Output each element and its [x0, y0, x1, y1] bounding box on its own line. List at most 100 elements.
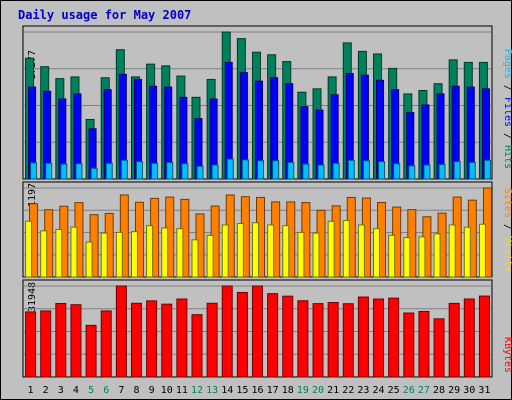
legend-sites: Sites	[502, 188, 512, 218]
pages-bar	[120, 159, 128, 180]
legend-files: Files	[502, 97, 512, 127]
x-tick-label: 14	[221, 385, 233, 396]
pages-bar	[181, 163, 189, 180]
kbytes-bar	[448, 302, 460, 378]
sites-bar	[130, 231, 138, 278]
chart-title: Daily usage for May 2007	[18, 8, 191, 22]
pages-bar	[468, 161, 476, 180]
x-tick-label: 18	[282, 385, 294, 396]
sites-bar	[146, 225, 154, 278]
sites-bar	[418, 236, 426, 278]
sites-bar	[161, 227, 169, 278]
kbytes-bar	[85, 324, 97, 378]
sites-bar	[100, 232, 108, 278]
sites-bar	[433, 233, 441, 278]
kbytes-bar	[130, 302, 142, 378]
sites-bar	[70, 226, 78, 278]
x-tick-label: 12	[191, 385, 203, 396]
sites-bar	[267, 224, 275, 278]
pages-bar	[483, 159, 491, 180]
visits-ymax-label: 1197	[27, 183, 38, 207]
kbytes-bar	[40, 310, 52, 378]
hits-files-pages-panel: 17277 Pages / Files / Hits	[22, 25, 512, 180]
hits-files-pages-bars	[22, 25, 493, 180]
x-tick-label: 27	[418, 385, 430, 396]
sites-bar	[236, 222, 244, 278]
kbytes-bar	[282, 295, 294, 378]
pages-bar	[408, 165, 416, 180]
sites-bar	[403, 237, 411, 278]
legend-hits: Hits	[502, 145, 512, 169]
kbytes-bar	[146, 300, 158, 378]
x-tick-label: 26	[403, 385, 415, 396]
x-tick-label: 31	[478, 385, 490, 396]
pages-bar	[196, 165, 204, 180]
pages-bar	[241, 159, 249, 180]
pages-bar	[317, 164, 325, 180]
x-tick-label: 15	[236, 385, 248, 396]
sites-bar	[297, 231, 305, 278]
pages-bar	[272, 160, 280, 180]
x-tick-label: 13	[206, 385, 218, 396]
x-tick-label: 21	[327, 385, 339, 396]
x-tick-label: 30	[463, 385, 475, 396]
pages-bar	[423, 164, 431, 180]
pages-bar	[453, 161, 461, 180]
kbytes-bars	[22, 279, 493, 378]
sites-bar	[327, 220, 335, 278]
pages-bar	[438, 164, 446, 180]
legend-separator: /	[502, 79, 512, 97]
legend-visits: Visits	[502, 236, 512, 272]
x-tick-label: 11	[176, 385, 188, 396]
x-tick-label: 4	[73, 385, 79, 396]
x-tick-label: 7	[118, 385, 124, 396]
legend-kbytes: KBytes	[502, 337, 512, 373]
pages-bar	[166, 161, 174, 180]
sites-bar	[176, 228, 184, 278]
kbytes-bar	[161, 303, 173, 378]
kbytes-bar	[342, 303, 354, 378]
sites-bar	[463, 226, 471, 278]
legend-separator: /	[502, 218, 512, 236]
kbytes-bar	[357, 296, 369, 378]
pages-bar	[287, 161, 295, 180]
legend-pages: Pages	[502, 49, 512, 79]
kbytes-bar	[267, 293, 279, 378]
sites-bar	[252, 222, 259, 278]
pages-bar	[211, 164, 219, 180]
sites-bar	[448, 224, 456, 278]
sites-bar	[342, 219, 350, 278]
kbytes-bar	[70, 304, 82, 378]
pages-bar	[30, 162, 38, 180]
kbytes-ymax-label: 831948	[27, 282, 38, 318]
pages-bar	[347, 159, 355, 180]
sites-bar	[388, 234, 396, 278]
pages-bar	[332, 162, 340, 180]
sites-bar	[40, 230, 48, 278]
kbytes-panel: 831948 KBytes	[22, 279, 512, 378]
kbytes-bar	[221, 285, 233, 378]
x-tick-label: 9	[149, 385, 155, 396]
pages-bar	[257, 160, 264, 180]
sites-bar	[312, 232, 320, 278]
x-tick-label: 29	[448, 385, 460, 396]
sites-bar	[191, 239, 199, 278]
x-tick-label: 22	[342, 385, 354, 396]
kbytes-bar	[176, 298, 188, 378]
sites-bar	[206, 234, 214, 278]
kbytes-bar	[418, 310, 430, 378]
x-tick-label: 1	[28, 385, 34, 396]
pages-bar	[362, 160, 370, 180]
pages-bar	[226, 158, 234, 180]
sites-bar	[115, 231, 123, 278]
x-tick-label: 25	[388, 385, 400, 396]
pages-bar	[135, 161, 143, 180]
sites-bar	[282, 225, 290, 278]
legend-separator: /	[502, 127, 512, 145]
kbytes-bar	[327, 302, 339, 378]
pages-bar	[45, 162, 53, 180]
kbytes-bar	[388, 297, 400, 378]
kbytes-bar	[252, 285, 263, 378]
pages-bar	[378, 161, 386, 180]
x-tick-label: 8	[133, 385, 139, 396]
